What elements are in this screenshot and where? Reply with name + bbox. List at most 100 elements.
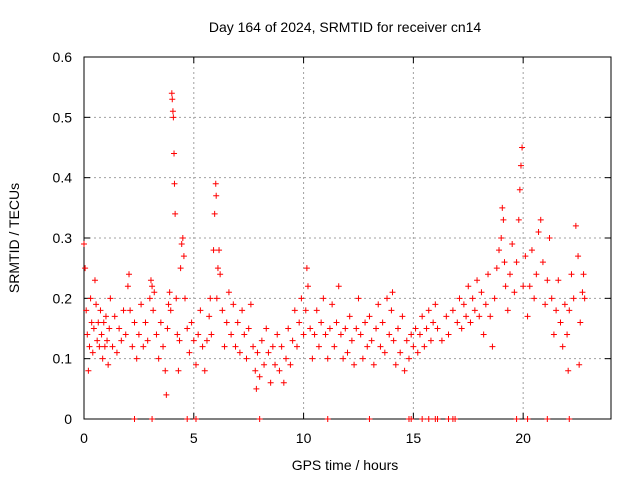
data-point bbox=[346, 313, 353, 320]
data-point bbox=[456, 295, 463, 302]
data-point bbox=[131, 416, 138, 422]
data-point bbox=[550, 331, 557, 338]
data-point bbox=[228, 331, 235, 338]
data-point bbox=[397, 349, 404, 356]
data-point bbox=[172, 210, 179, 217]
data-point bbox=[434, 325, 441, 332]
data-point bbox=[504, 307, 511, 314]
data-point bbox=[373, 325, 380, 332]
data-point bbox=[129, 343, 136, 350]
grid bbox=[84, 57, 611, 419]
data-point bbox=[377, 343, 384, 350]
data-point bbox=[147, 277, 154, 284]
data-point bbox=[118, 337, 125, 344]
data-point bbox=[430, 319, 437, 326]
data-point bbox=[206, 313, 213, 320]
data-point bbox=[230, 301, 237, 308]
data-point bbox=[353, 325, 360, 332]
data-point bbox=[544, 277, 551, 284]
data-point bbox=[167, 307, 174, 314]
data-point bbox=[524, 313, 531, 320]
data-point bbox=[186, 349, 193, 356]
data-point bbox=[85, 367, 92, 374]
data-point bbox=[150, 307, 157, 314]
data-point bbox=[389, 289, 396, 296]
y-tick-label: 0.4 bbox=[53, 170, 73, 186]
data-point bbox=[166, 289, 173, 296]
data-point bbox=[499, 204, 506, 211]
data-point bbox=[109, 343, 116, 350]
data-point bbox=[101, 343, 108, 350]
data-point bbox=[390, 337, 397, 344]
data-point bbox=[232, 343, 239, 350]
data-point bbox=[498, 235, 505, 241]
data-point bbox=[438, 337, 445, 344]
data-point bbox=[184, 325, 191, 332]
data-point bbox=[445, 331, 452, 338]
data-point bbox=[531, 295, 538, 302]
data-point bbox=[566, 416, 573, 422]
data-point bbox=[568, 271, 575, 278]
x-tick-label: 10 bbox=[296, 430, 312, 446]
data-point bbox=[100, 319, 107, 326]
data-point bbox=[410, 343, 417, 350]
data-point bbox=[423, 325, 430, 332]
data-point bbox=[287, 361, 294, 368]
data-point bbox=[318, 319, 325, 326]
data-point bbox=[496, 247, 503, 254]
data-point bbox=[489, 343, 496, 350]
data-point bbox=[99, 355, 106, 362]
data-point bbox=[537, 216, 544, 223]
data-point bbox=[474, 277, 481, 284]
data-point bbox=[263, 325, 270, 332]
y-tick-label: 0.6 bbox=[53, 49, 73, 65]
data-point bbox=[362, 319, 369, 326]
data-point bbox=[102, 313, 109, 320]
data-point bbox=[155, 355, 162, 362]
data-point bbox=[179, 235, 186, 241]
data-point bbox=[516, 186, 523, 193]
data-point bbox=[572, 222, 579, 229]
data-point bbox=[86, 343, 93, 350]
data-point bbox=[180, 253, 187, 260]
data-point bbox=[478, 289, 485, 296]
data-point bbox=[366, 313, 373, 320]
y-tick-label: 0 bbox=[64, 411, 72, 427]
data-point bbox=[322, 331, 329, 338]
data-point bbox=[162, 367, 169, 374]
data-point bbox=[94, 337, 101, 344]
data-point bbox=[313, 307, 320, 314]
data-point bbox=[557, 319, 564, 326]
data-point bbox=[267, 379, 274, 386]
data-point bbox=[133, 355, 140, 362]
data-point bbox=[105, 361, 112, 368]
data-point bbox=[544, 416, 551, 422]
data-point bbox=[135, 331, 142, 338]
data-point bbox=[553, 307, 560, 314]
data-point bbox=[184, 416, 191, 422]
data-point bbox=[487, 313, 494, 320]
data-point bbox=[579, 289, 586, 296]
data-point bbox=[386, 331, 393, 338]
data-point bbox=[303, 265, 310, 272]
data-point bbox=[542, 301, 549, 308]
data-point bbox=[97, 307, 104, 314]
data-point bbox=[256, 373, 263, 380]
data-point bbox=[480, 331, 487, 338]
data-point bbox=[392, 361, 399, 368]
data-point bbox=[213, 295, 220, 302]
x-axis-label: GPS time / hours bbox=[292, 457, 399, 473]
data-point bbox=[416, 331, 423, 338]
data-point bbox=[548, 295, 555, 302]
data-point bbox=[513, 259, 520, 266]
data-point bbox=[566, 307, 573, 314]
data-point bbox=[580, 271, 587, 278]
data-point bbox=[517, 162, 524, 169]
data-point bbox=[533, 271, 540, 278]
data-point bbox=[173, 295, 180, 302]
data-point bbox=[565, 367, 572, 374]
data-point bbox=[256, 416, 263, 422]
data-point bbox=[192, 361, 199, 368]
data-point bbox=[511, 289, 518, 296]
data-point bbox=[434, 416, 441, 422]
